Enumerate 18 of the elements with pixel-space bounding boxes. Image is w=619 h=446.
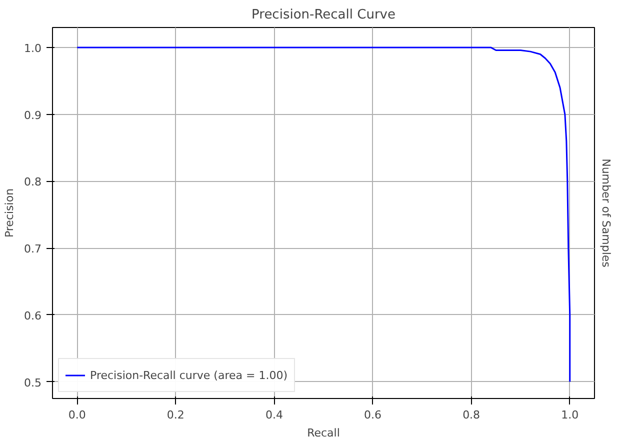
x-tick-label: 0.0 [68,408,86,422]
x-tick-label: 0.2 [166,408,184,422]
y-tick-label: 1.0 [24,42,42,56]
y-tick-label: 0.5 [24,376,42,390]
y-tick-label: 0.6 [24,309,42,322]
y-tick-label: 0.7 [24,242,42,256]
y-tick-label: 0.9 [24,108,42,122]
y-tick-label: 0.8 [24,176,42,189]
x-tick-label: 1.0 [561,408,579,422]
x-tick-label: 0.4 [265,408,283,422]
x-tick-label: 0.8 [462,408,480,422]
x-axis-title: Recall [307,426,340,440]
line-series [76,46,571,383]
legend-label: Precision-Recall curve (area = 1.00) [90,368,288,382]
x-tick-label: 0.6 [364,408,382,422]
chart-title: Precision-Recall Curve [252,8,396,22]
y-axis-title: Precision [3,188,16,238]
y2-axis-title: Number of Samples [600,158,612,268]
